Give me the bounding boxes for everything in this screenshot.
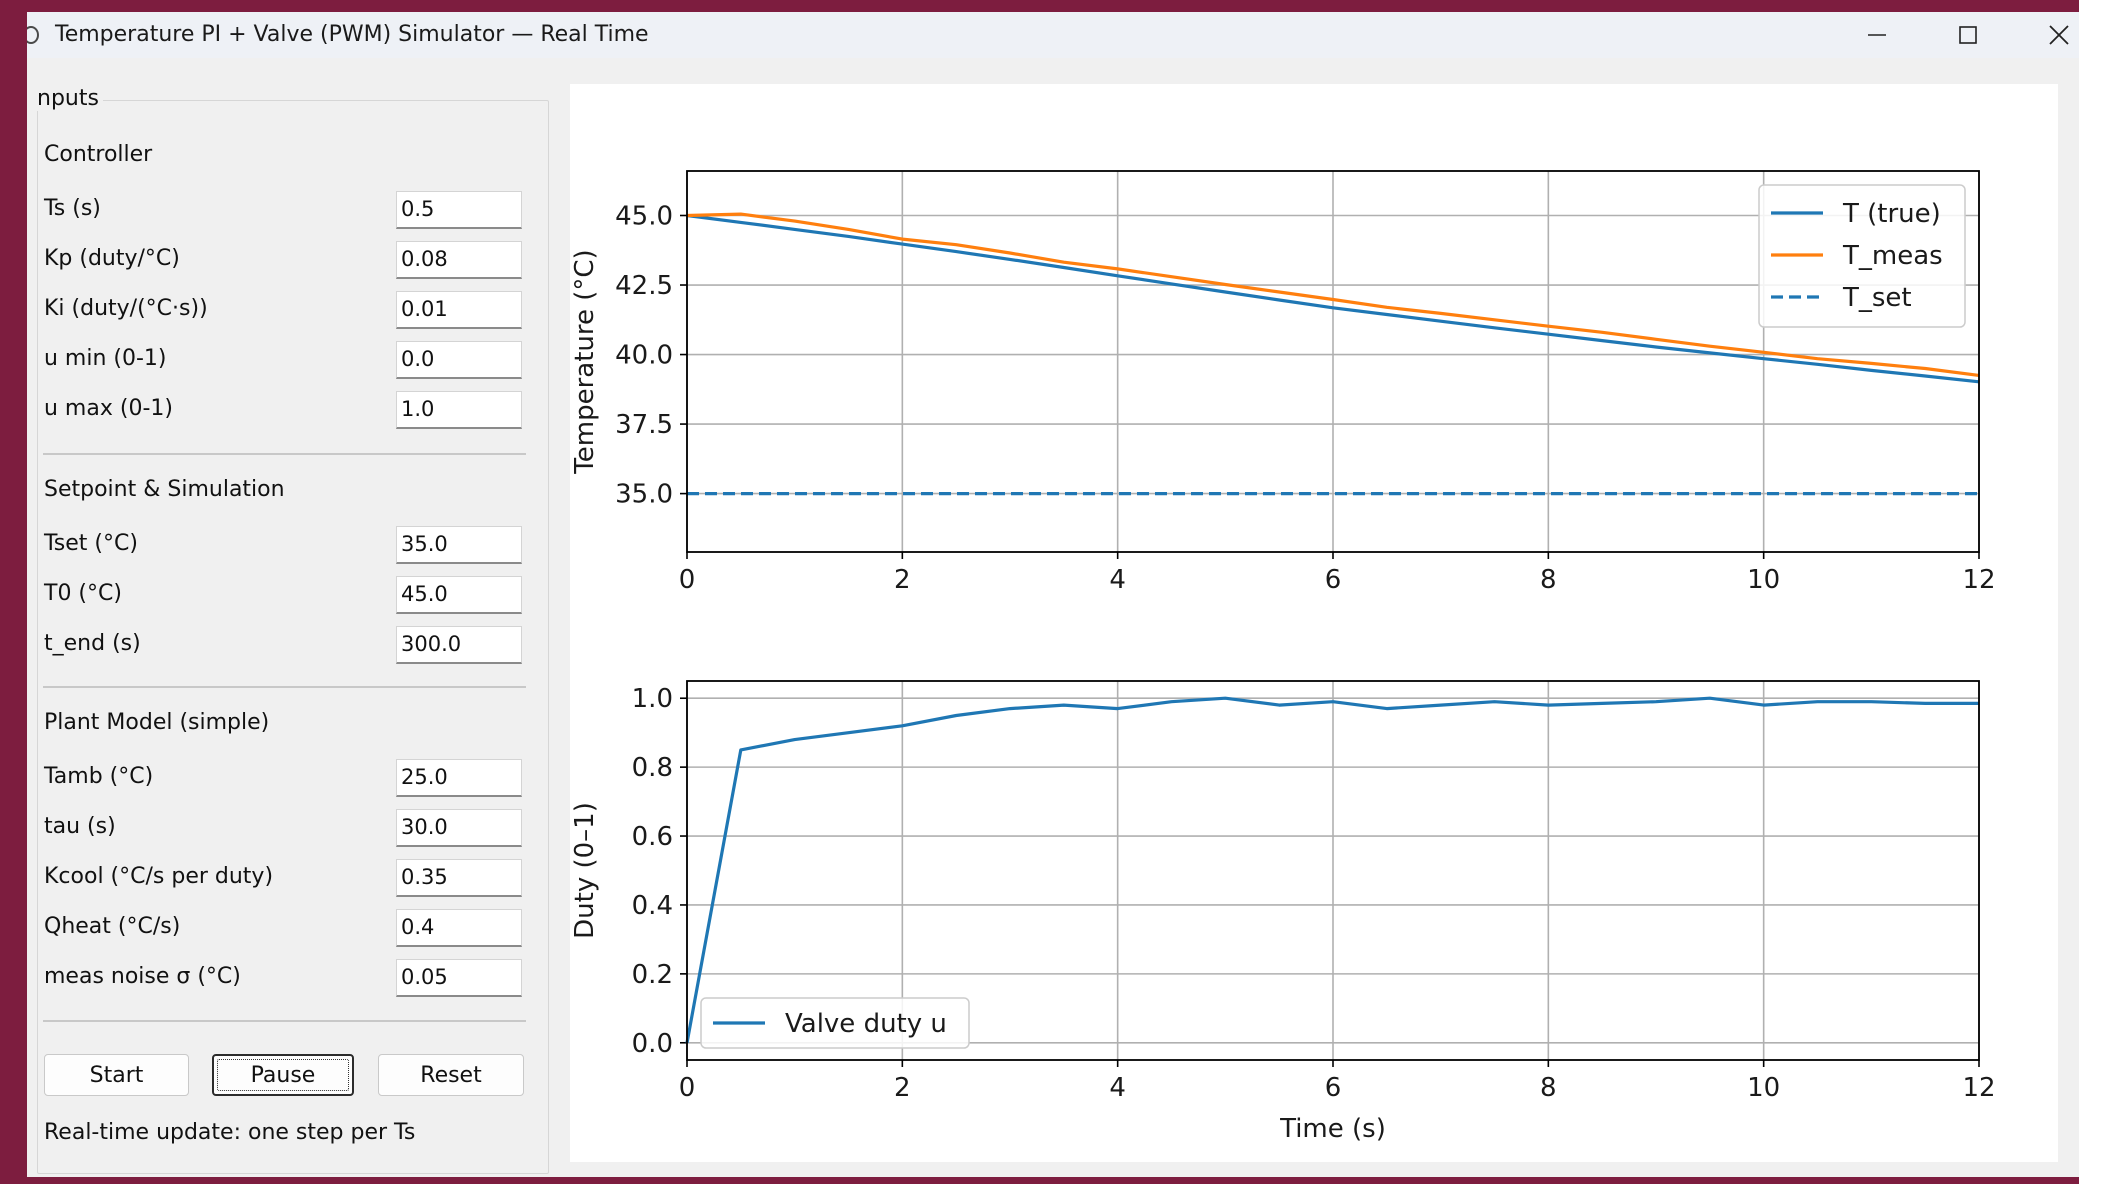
field-label-kcool: Kcool (°C/s per duty) <box>44 864 274 889</box>
chart2-tick-label-y: 0.2 <box>632 960 673 990</box>
separator <box>43 453 526 455</box>
field-label-tset: Tset (°C) <box>44 531 138 556</box>
pause-button[interactable]: Pause <box>212 1054 354 1096</box>
minimize-icon <box>1868 34 1886 36</box>
chart1-tick-label-y: 35.0 <box>615 480 673 510</box>
close-button[interactable] <box>2014 12 2079 58</box>
field-label-ki: Ki (duty/(°C·s)) <box>44 296 208 321</box>
chart2-tick-label-y: 0.8 <box>632 753 673 783</box>
chart2-ylabel: Duty (0–1) <box>570 802 600 939</box>
app-window: Temperature PI + Valve (PWM) Simulator —… <box>27 12 2079 1177</box>
field-label-ts: Ts (s) <box>44 196 101 221</box>
ki-input[interactable]: 0.01 <box>396 291 522 329</box>
chart1-tick-label-x: 12 <box>1962 565 1995 595</box>
chart1-tick-label-x: 6 <box>1325 565 1342 595</box>
field-label-umin: u min (0-1) <box>44 346 167 371</box>
chart1-legend-label: T (true) <box>1842 199 1941 229</box>
maximize-button[interactable] <box>1923 12 2013 58</box>
separator <box>43 1020 526 1022</box>
tset-input[interactable]: 35.0 <box>396 526 522 564</box>
chart2-tick-label-x: 4 <box>1109 1073 1126 1103</box>
chart1-tick-label-y: 37.5 <box>615 410 673 440</box>
title-bar[interactable]: Temperature PI + Valve (PWM) Simulator —… <box>27 12 2079 58</box>
chart1-tick-label-x: 0 <box>679 565 696 595</box>
section-title-controller: Controller <box>44 142 153 167</box>
close-icon <box>2049 25 2069 45</box>
chart1-legend-box <box>1758 184 1966 328</box>
field-label-umax: u max (0-1) <box>44 396 173 421</box>
chart1-tick-label-y: 40.0 <box>615 341 673 371</box>
field-label-tend: t_end (s) <box>44 631 141 656</box>
field-label-qheat: Qheat (°C/s) <box>44 914 181 939</box>
chart2-tick-label-y: 0.6 <box>632 822 673 852</box>
section-title-plant: Plant Model (simple) <box>44 710 270 735</box>
noise-input[interactable]: 0.05 <box>396 959 522 997</box>
tend-input[interactable]: 300.0 <box>396 626 522 664</box>
field-label-t0: T0 (°C) <box>44 581 122 606</box>
start-button[interactable]: Start <box>44 1054 189 1096</box>
chart2-tick-label-x: 8 <box>1540 1073 1557 1103</box>
t0-input[interactable]: 45.0 <box>396 576 522 614</box>
maximize-icon <box>1959 26 1977 44</box>
reset-button[interactable]: Reset <box>378 1054 524 1096</box>
umax-input[interactable]: 1.0 <box>396 391 522 429</box>
chart1-legend-label: T_meas <box>1842 241 1943 271</box>
chart2-legend-box <box>700 997 970 1049</box>
plot-canvas: 0 2 4 6 8 10 12 35.0 37.5 40.0 42.5 45.0 Temperature… <box>570 84 2058 1162</box>
section-title-setpoint: Setpoint & Simulation <box>44 477 285 502</box>
chart2-tick-label-x: 10 <box>1747 1073 1780 1103</box>
app-icon <box>27 26 39 44</box>
status-text: Real-time update: one step per Ts <box>44 1120 416 1145</box>
chart1-tick-label-x: 2 <box>894 565 911 595</box>
chart1-legend-label: T_set <box>1842 283 1912 313</box>
qheat-input[interactable]: 0.4 <box>396 909 522 947</box>
kp-input[interactable]: 0.08 <box>396 241 522 279</box>
field-label-noise: meas noise σ (°C) <box>44 964 241 989</box>
chart2-tick-label-x: 0 <box>679 1073 696 1103</box>
focus-ring <box>217 1059 349 1091</box>
chart2-tick-label-x: 12 <box>1962 1073 1995 1103</box>
inputs-group <box>37 100 549 1174</box>
pause-button-label: Pause <box>250 1062 316 1088</box>
chart2-tick-label-y: 0.4 <box>632 891 673 921</box>
inputs-group-title: nputs <box>37 86 103 111</box>
field-label-tamb: Tamb (°C) <box>44 764 154 789</box>
chart2-tick-label-y: 0.0 <box>632 1029 673 1059</box>
chart2-tick-label-x: 2 <box>894 1073 911 1103</box>
chart1-tick-label-x: 8 <box>1540 565 1557 595</box>
plots-svg: 0 2 4 6 8 10 1235.037.540.042.545.0Temperature… <box>570 170 1996 1144</box>
chart1-tick-label-y: 45.0 <box>615 201 673 231</box>
field-label-tau: tau (s) <box>44 814 116 839</box>
chart2-tick-label-x: 6 <box>1325 1073 1342 1103</box>
chart2-series-line-1 <box>685 696 1979 1044</box>
chart1-tick-label-y: 42.5 <box>615 271 673 301</box>
field-label-kp: Kp (duty/°C) <box>44 246 180 271</box>
chart2-tick-label-y: 1.0 <box>632 684 673 714</box>
kcool-input[interactable]: 0.35 <box>396 859 522 897</box>
chart1-ylabel: Temperature (°C) <box>570 249 600 474</box>
chart2-legend-label: Valve duty u <box>785 1009 947 1039</box>
chart2-xlabel: Time (s) <box>1279 1114 1386 1144</box>
minimize-button[interactable] <box>1832 12 1922 58</box>
desktop-edge <box>2079 0 2118 1184</box>
chart1-tick-label-x: 4 <box>1109 565 1126 595</box>
ts-input[interactable]: 0.5 <box>396 191 522 229</box>
chart1-tick-label-x: 10 <box>1747 565 1780 595</box>
tamb-input[interactable]: 25.0 <box>396 759 522 797</box>
chart1-series-line-1 <box>686 213 1980 384</box>
chart2-axes-frame <box>686 680 1980 1061</box>
window-title: Temperature PI + Valve (PWM) Simulator —… <box>55 22 649 47</box>
chart1-axes-frame <box>686 170 1980 553</box>
separator <box>43 686 526 688</box>
tau-input[interactable]: 30.0 <box>396 809 522 847</box>
umin-input[interactable]: 0.0 <box>396 341 522 379</box>
chart1-series-line-2 <box>686 212 1980 377</box>
